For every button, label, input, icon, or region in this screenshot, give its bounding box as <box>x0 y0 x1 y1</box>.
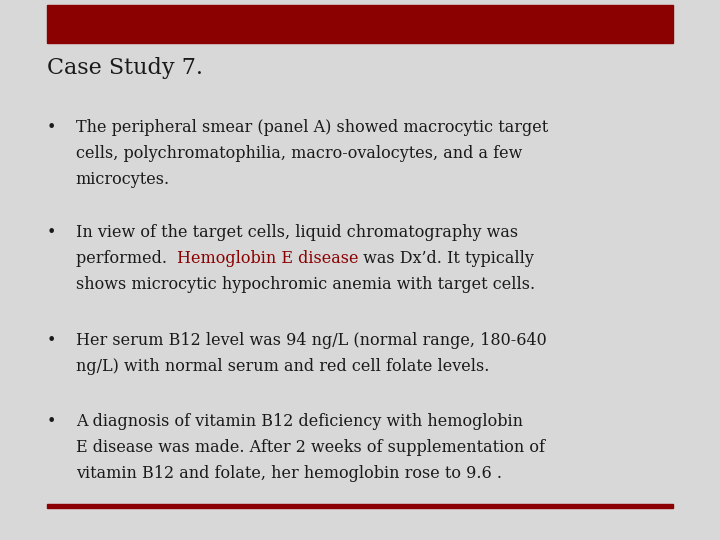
Text: •: • <box>47 224 56 241</box>
Bar <box>47 504 673 508</box>
Text: vitamin B12 and folate, her hemoglobin rose to 9.6 .: vitamin B12 and folate, her hemoglobin r… <box>76 465 502 482</box>
Text: Her serum B12 level was 94 ng/L (normal range, 180-640: Her serum B12 level was 94 ng/L (normal … <box>76 332 546 349</box>
Text: In view of the target cells, liquid chromatography was: In view of the target cells, liquid chro… <box>76 224 518 241</box>
Text: cells, polychromatophilia, macro-ovalocytes, and a few: cells, polychromatophilia, macro-ovalocy… <box>76 145 522 161</box>
Text: performed.: performed. <box>76 250 177 267</box>
Text: was Dx’d. It typically: was Dx’d. It typically <box>359 250 534 267</box>
Text: ng/L) with normal serum and red cell folate levels.: ng/L) with normal serum and red cell fol… <box>76 358 489 375</box>
Text: The peripheral smear (panel A) showed macrocytic target: The peripheral smear (panel A) showed ma… <box>76 119 548 136</box>
Bar <box>47 5 673 43</box>
Text: •: • <box>47 332 56 349</box>
Text: shows microcytic hypochromic anemia with target cells.: shows microcytic hypochromic anemia with… <box>76 276 535 293</box>
Text: A diagnosis of vitamin B12 deficiency with hemoglobin: A diagnosis of vitamin B12 deficiency wi… <box>76 413 523 430</box>
Text: Hemoglobin E disease: Hemoglobin E disease <box>177 250 359 267</box>
Text: •: • <box>47 413 56 430</box>
Text: •: • <box>47 119 56 136</box>
Text: Case Study 7.: Case Study 7. <box>47 57 203 79</box>
Text: E disease was made. After 2 weeks of supplementation of: E disease was made. After 2 weeks of sup… <box>76 439 544 456</box>
Text: microcytes.: microcytes. <box>76 171 170 187</box>
